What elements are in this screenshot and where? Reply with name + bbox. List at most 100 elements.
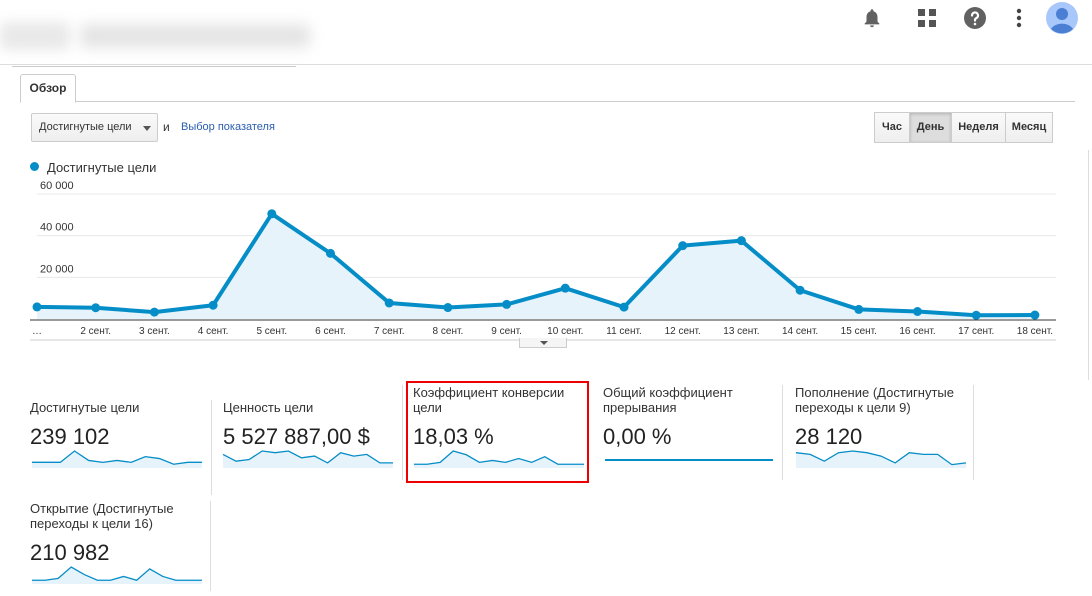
- data-point[interactable]: [619, 302, 629, 312]
- legend-marker: [30, 162, 39, 171]
- x-tick-label: 14 сент.: [782, 326, 818, 337]
- x-tick-label: 4 сент.: [198, 326, 229, 337]
- x-tick-label: 2 сент.: [80, 326, 111, 337]
- scorecard-label: Открытие (Достигнутые переходы к цели 16…: [30, 501, 174, 531]
- scorecard-value: 239 102: [30, 424, 110, 449]
- y-tick-label: 40 000: [40, 222, 74, 234]
- top-bar: [0, 0, 1092, 65]
- chart-legend: Достигнутые цели: [30, 160, 156, 175]
- chevron-down-icon: [143, 126, 151, 131]
- card-divider: [210, 501, 211, 591]
- scorecard-value: 18,03 %: [413, 424, 494, 449]
- metric-select-value: Достигнутые цели: [39, 121, 132, 133]
- metric-select[interactable]: Достигнутые цели: [31, 113, 158, 142]
- x-tick-label: 13 сент.: [723, 326, 759, 337]
- data-point[interactable]: [560, 283, 570, 293]
- x-tick-label: 3 сент.: [139, 326, 170, 337]
- x-tick-label: 11 сент.: [606, 326, 642, 337]
- period-month-button[interactable]: Месяц: [1005, 112, 1053, 143]
- bell-icon[interactable]: [854, 0, 890, 36]
- x-tick-label: 18 сент.: [1017, 326, 1053, 337]
- panel-divider: [12, 66, 296, 67]
- tab-overview[interactable]: Обзор: [20, 74, 76, 103]
- goals-line-chart: 20 000 40 000 60 000 … 2 сент. 3 сент. 4 сент.…: [30, 180, 1056, 341]
- data-point[interactable]: [208, 300, 218, 310]
- x-tick-label: 8 сент.: [433, 326, 464, 337]
- x-tick-label: 7 сент.: [374, 326, 405, 337]
- sparkline: [795, 450, 967, 466]
- scorecard-goal-value[interactable]: Ценность цели 5 527 887,00 $: [211, 400, 401, 495]
- series-line: [36, 211, 1035, 318]
- y-tick-label: 60 000: [40, 180, 74, 192]
- data-point[interactable]: [384, 298, 394, 308]
- scorecard-goal-16[interactable]: Открытие (Достигнутые переходы к цели 16…: [30, 501, 220, 596]
- sparkline: [32, 450, 202, 465]
- scorecard-value: 0,00 %: [603, 424, 672, 449]
- apps-grid-icon[interactable]: [909, 0, 945, 36]
- scorecard-goals[interactable]: Достигнутые цели 239 102: [30, 400, 220, 495]
- period-toggle: Час День Неделя Месяц: [874, 112, 1053, 143]
- data-point[interactable]: [854, 304, 864, 314]
- scorecard-label: Достигнутые цели: [30, 400, 140, 415]
- period-day-button[interactable]: День: [909, 112, 952, 143]
- x-tick-label: 10 сент.: [547, 326, 583, 337]
- highlight-box: [406, 381, 589, 483]
- data-point[interactable]: [502, 299, 512, 309]
- legend-label: Достигнутые цели: [47, 160, 157, 175]
- more-vert-icon[interactable]: [1001, 0, 1037, 36]
- data-point[interactable]: [326, 248, 335, 258]
- period-hour-button[interactable]: Час: [874, 112, 910, 143]
- scorecard-label: Ценность цели: [223, 400, 314, 415]
- account-avatar-icon[interactable]: [1044, 0, 1080, 36]
- x-tick-label: …: [32, 326, 42, 337]
- scorecard-goal-9[interactable]: Пополнение (Достигнутые переходы к цели …: [782, 385, 972, 480]
- chart-expand-handle[interactable]: [519, 338, 567, 348]
- x-tick-label: 17 сент.: [958, 326, 994, 337]
- data-point[interactable]: [91, 303, 101, 313]
- data-point[interactable]: [971, 310, 981, 320]
- data-point[interactable]: [678, 241, 688, 251]
- scorecard-value: 5 527 887,00 $: [223, 424, 370, 449]
- y-tick-label: 20 000: [40, 263, 74, 275]
- card-divider: [973, 385, 974, 480]
- scorecard-label: Общий коэффициент прерывания: [603, 385, 733, 415]
- data-point[interactable]: [149, 307, 159, 317]
- scorecard-conversion-rate[interactable]: Коэффициент конверсии цели 18,03 %: [402, 385, 592, 480]
- data-point[interactable]: [795, 285, 805, 295]
- scorecard-value: 210 982: [30, 540, 110, 565]
- data-point[interactable]: [1030, 310, 1040, 320]
- sparkline: [222, 450, 393, 464]
- help-icon[interactable]: [957, 0, 993, 36]
- data-point[interactable]: [736, 236, 746, 246]
- page-scrollbar[interactable]: [1088, 150, 1092, 380]
- sparkline-area: [223, 451, 393, 468]
- x-tick-label: 6 сент.: [315, 326, 346, 337]
- x-tick-label: 5 сент.: [256, 326, 287, 337]
- sparkline-area: [414, 451, 584, 468]
- x-tick-label: 15 сент.: [841, 326, 877, 337]
- x-tick-label: 12 сент.: [665, 326, 701, 337]
- product-logo: [0, 22, 70, 50]
- sparkline-area: [796, 451, 966, 468]
- scorecard-label: Пополнение (Достигнутые переходы к цели …: [795, 385, 955, 415]
- scorecard-value: 28 120: [795, 424, 863, 449]
- period-week-button[interactable]: Неделя: [951, 112, 1006, 143]
- scorecard-abandonment-rate[interactable]: Общий коэффициент прерывания 0,00 %: [603, 385, 793, 480]
- tab-bar: Обзор: [20, 72, 1075, 103]
- data-point[interactable]: [267, 209, 277, 219]
- and-label: и: [163, 120, 170, 134]
- scorecard-label: Коэффициент конверсии цели: [413, 385, 565, 415]
- data-point[interactable]: [913, 307, 922, 316]
- sparkline: [32, 566, 202, 581]
- choose-metric-link[interactable]: Выбор показателя: [181, 121, 275, 133]
- sparkline-area: [32, 567, 202, 584]
- data-point[interactable]: [443, 303, 453, 313]
- x-tick-label: 9 сент.: [491, 326, 522, 337]
- series-area: [37, 213, 1035, 319]
- x-tick-label: 16 сент.: [899, 326, 935, 337]
- data-point[interactable]: [32, 302, 42, 312]
- sparkline-area: [32, 451, 202, 468]
- account-selector[interactable]: [80, 24, 310, 48]
- sparkline: [414, 450, 584, 465]
